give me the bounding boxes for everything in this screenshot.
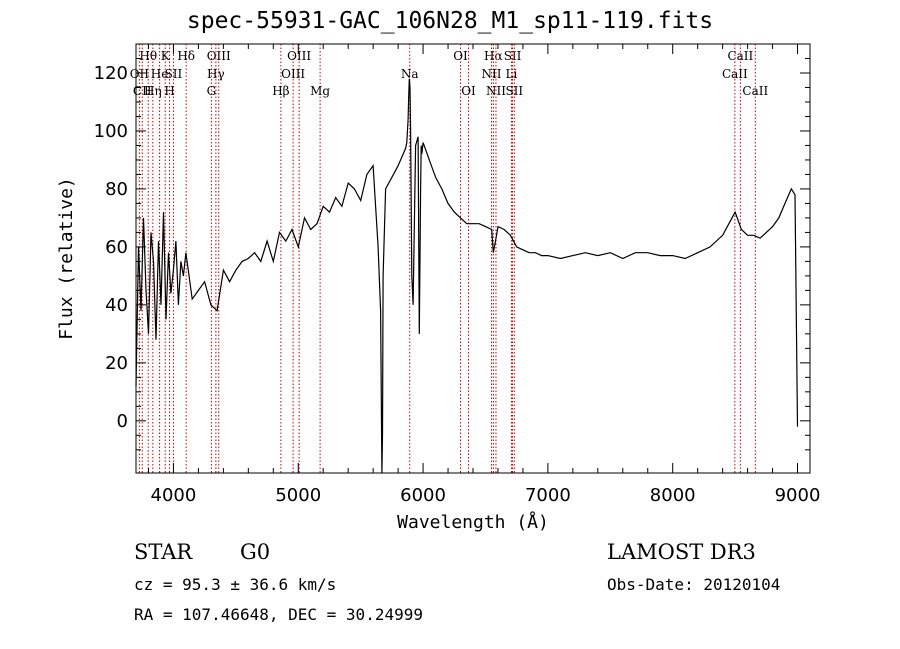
y-tick-label: 0 [117,411,128,432]
spectral-line-label: H [164,84,174,98]
x-tick-label: 6000 [400,485,446,506]
spectral-line-label: G [207,84,217,98]
x-tick-label: 9000 [775,485,821,506]
y-tick-label: 20 [105,353,128,374]
spectral-line-label: Li [506,67,518,81]
plot-frame [135,43,811,474]
spectral-line-label: Hδ [177,49,195,63]
y-axis-title: Flux (relative) [56,177,77,340]
spectral-line-label: SII [165,67,183,81]
y-tick-label: 60 [105,237,128,258]
x-tick-label: 4000 [151,485,197,506]
spectral-line-label: NII [481,67,501,81]
spectral-line-label: Mg [310,84,330,98]
x-tick-label: 8000 [650,485,696,506]
y-tick-label: 80 [105,179,128,200]
spectral-line-label: CaII [742,84,768,98]
spectral-line-label: CaII [727,49,753,63]
spectral-line-label: Na [401,67,419,81]
spectral-line-label: OI [461,84,476,98]
redshift-velocity: cz = 95.3 ± 36.6 km/s [134,575,337,594]
spectral-line-label: OIII [287,49,311,63]
chart-title: spec-55931-GAC_106N28_M1_sp11-119.fits [186,8,714,34]
spectral-line-label: OI [453,49,468,63]
spectral-line-label: CaII [722,67,748,81]
flux-series-line [135,78,799,474]
spectral-line-label: OIII [207,49,231,63]
x-tick-label: 5000 [275,485,321,506]
object-subclass: G0 [240,540,271,564]
spectral-line-label: K [161,49,171,63]
y-tick-label: 120 [94,63,128,84]
observation-date: Obs-Date: 20120104 [607,575,781,594]
x-tick-label: 7000 [525,485,571,506]
survey-name: LAMOST DR3 [607,540,756,564]
spectral-line-label: NII [486,84,506,98]
spectral-line-label: SII [505,84,523,98]
y-tick-label: 40 [105,295,128,316]
spectral-line-label: He [151,67,169,81]
spectral-line-label: Hη [144,84,162,98]
spectral-line-label: Hβ [272,84,289,98]
spectral-line-label: Hγ [207,67,225,81]
spectral-line-label: OIII [281,67,305,81]
x-axis-title: Wavelength (Å) [397,511,549,533]
y-tick-label: 100 [94,121,128,142]
spectral-line-label: OII [130,67,150,81]
spectral-line-label: SII [504,49,522,63]
object-class: STAR [134,540,193,564]
sky-coordinates: RA = 107.46648, DEC = 30.24999 [134,605,423,624]
spectral-line-label: Hα [484,49,503,63]
